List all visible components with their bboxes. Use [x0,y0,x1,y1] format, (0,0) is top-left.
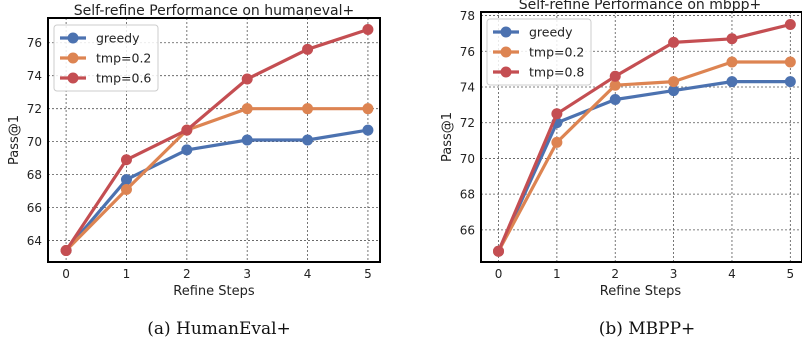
data-point [609,79,621,91]
data-point [120,154,132,166]
legend-swatch-marker [500,26,512,38]
y-tick-label: 66 [460,223,475,237]
legend-entry: greedy [529,25,573,40]
y-tick-label: 68 [460,188,475,202]
legend: greedy tmp=0.2 tmp=0.8 [486,18,592,86]
legend-swatch-marker [500,66,512,78]
series-line-1 [64,107,368,252]
figure-caption: (b) MBPP+ [599,319,696,339]
data-point [181,144,193,156]
x-tick-label: 1 [553,267,561,281]
legend-entry: tmp=0.6 [96,71,151,86]
legend-box [53,24,159,92]
data-point [241,134,253,146]
legend-entry: tmp=0.8 [529,65,584,80]
y-tick-label: 74 [27,69,42,83]
plot-area [493,19,796,257]
y-tick-label: 70 [27,135,42,149]
series-line-2 [497,22,791,252]
y-tick-label: 74 [460,81,475,95]
data-point [726,33,738,45]
x-tick-label: 0 [62,267,70,281]
x-tick-label: 0 [495,267,503,281]
data-point [120,174,132,186]
data-point [668,76,680,88]
x-tick-label: 4 [728,267,736,281]
data-point [362,124,374,136]
y-tick-label: 78 [460,9,475,23]
legend-swatch-marker [67,52,79,64]
figure-caption: (a) HumanEval+ [147,319,291,339]
x-axis-label: Refine Steps [600,284,682,299]
legend-swatch-marker [67,72,79,84]
legend-swatch-marker [500,46,512,58]
data-point [302,43,314,55]
data-point [302,103,314,115]
data-point [784,56,796,68]
y-tick-label: 72 [27,102,42,116]
chart-mbpp: 0 1 2 3 4 5 66 68 70 72 74 76 78 Refine Steps Pass@1 Se… [440,0,802,339]
y-tick-label: 68 [27,168,42,182]
x-tick-label: 4 [304,267,312,281]
x-tick-label: 3 [670,267,678,281]
plot-area [60,24,374,256]
legend-box [486,18,592,86]
legend-swatch-marker [67,32,79,44]
y-tick-label: 64 [27,234,42,248]
data-point [726,56,738,68]
series-line-0 [497,80,791,252]
y-tick-label: 76 [27,36,42,50]
data-point [181,124,193,136]
series-line-0 [64,128,369,252]
legend-entry: greedy [96,31,140,46]
y-tick-label: 70 [460,152,475,166]
y-tick-label: 72 [460,116,475,130]
data-point [120,183,132,195]
data-point [668,85,680,97]
x-tick-label: 5 [364,267,372,281]
data-point [362,103,374,115]
plot-frame [480,11,802,263]
x-tick-label: 1 [123,267,131,281]
chart-humaneval: 0 1 2 3 4 5 64 66 68 70 72 74 76 Refine Steps Pass@1 Se… [7,3,381,339]
chart-title: Self-refine Performance on humaneval+ [74,3,354,19]
chart-title: Self-refine Performance on mbpp+ [519,0,762,13]
data-point [551,108,563,120]
x-tick-label: 2 [183,267,191,281]
y-tick-label: 76 [460,45,475,59]
series-line-1 [497,60,791,253]
data-point [302,134,314,146]
legend: greedy tmp=0.2 tmp=0.6 [53,24,159,92]
data-point [668,36,680,48]
legend-entry: tmp=0.2 [529,45,584,60]
data-point [60,244,72,256]
data-point [784,19,796,30]
data-point [609,70,621,82]
data-point [784,76,796,88]
data-point [551,136,563,148]
y-axis-label: Pass@1 [7,115,22,165]
y-tick-label: 66 [27,201,42,215]
x-axis-label: Refine Steps [173,284,255,299]
x-tick-label: 2 [611,267,619,281]
data-point [726,76,738,88]
legend-entry: tmp=0.2 [96,51,151,66]
data-point [241,103,253,115]
x-tick-label: 3 [243,267,251,281]
data-point [241,73,253,85]
series-line-2 [64,28,369,252]
x-tick-label: 5 [787,267,795,281]
y-axis-label: Pass@1 [440,112,455,162]
plot-frame [47,17,381,263]
data-point [493,245,505,257]
data-point [609,94,621,105]
data-point [362,24,374,36]
